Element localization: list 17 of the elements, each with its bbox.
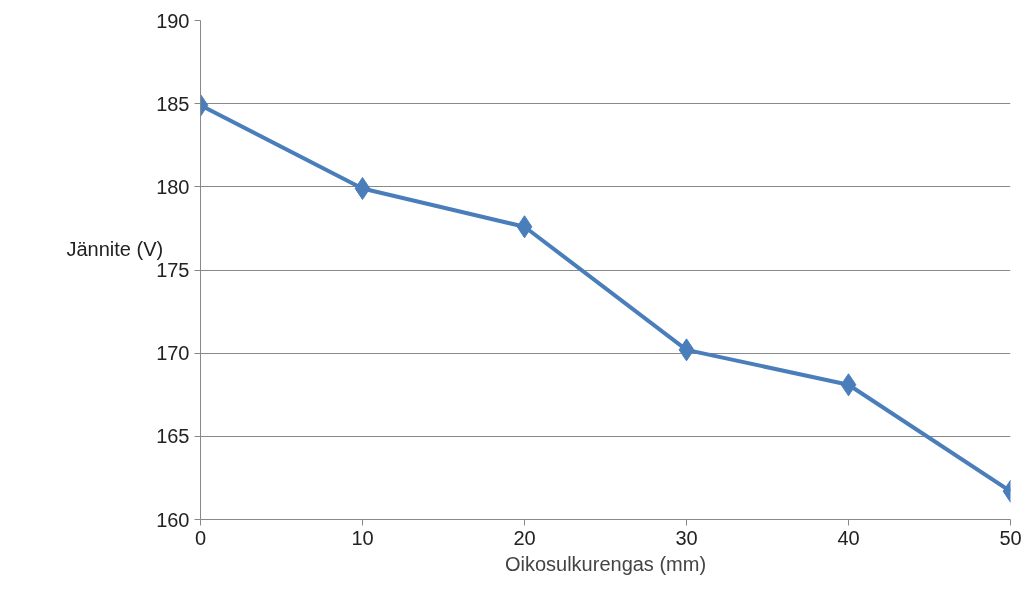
- x-tick-label: 10: [351, 526, 374, 549]
- y-tick-label: 180: [156, 175, 190, 198]
- x-tick-label: 0: [194, 526, 207, 549]
- y-tick-label: 165: [156, 425, 190, 448]
- x-tick-label: 40: [837, 526, 860, 549]
- x-tick-label: 30: [675, 526, 698, 549]
- x-axis-title: Oikosulkurengas (mm): [504, 552, 707, 575]
- y-tick-label: 190: [156, 9, 190, 32]
- y-axis-title: Jännite (V): [66, 237, 164, 260]
- x-tick-label: 50: [999, 526, 1022, 549]
- y-tick-label: 175: [156, 259, 190, 281]
- y-tick-label: 160: [156, 508, 190, 531]
- y-tick-label: 170: [156, 342, 190, 365]
- point: [678, 338, 695, 362]
- x-tick-label: 20: [513, 526, 536, 549]
- y-tick-label: 185: [156, 92, 190, 115]
- point: [516, 215, 533, 239]
